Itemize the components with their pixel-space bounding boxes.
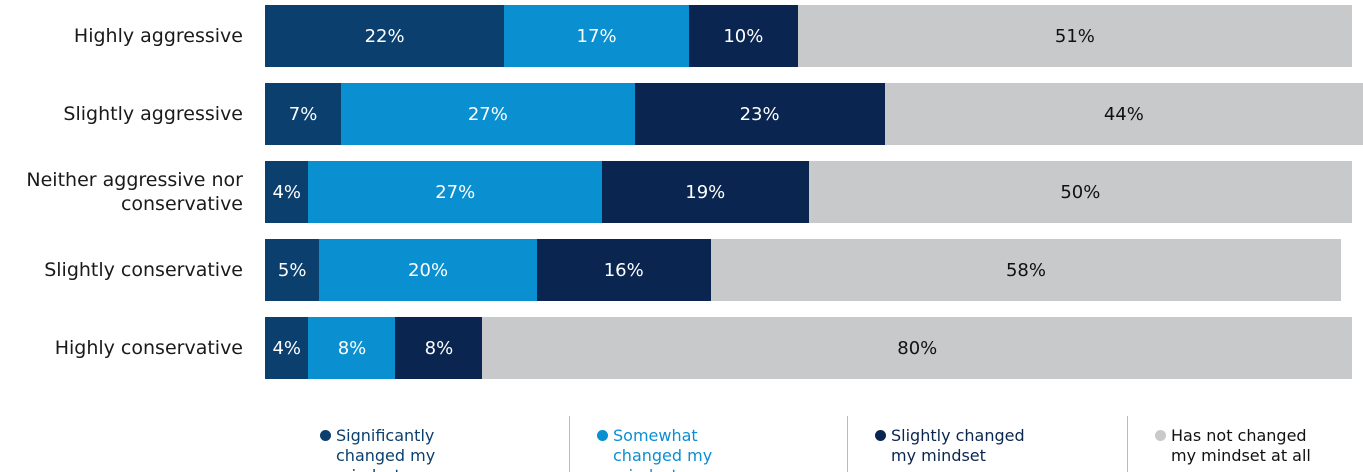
bar-segment: 8% bbox=[308, 317, 396, 379]
data-label: 23% bbox=[739, 103, 780, 125]
bar-segment: 10% bbox=[688, 5, 798, 67]
bar-segment: 80% bbox=[482, 317, 1353, 379]
bar-segment: 8% bbox=[395, 317, 483, 379]
data-label: 10% bbox=[723, 25, 764, 47]
legend-label: Significantly changed my mindset bbox=[336, 426, 436, 472]
bar-segment: 5% bbox=[265, 239, 320, 301]
bar-segment: 4% bbox=[265, 161, 309, 223]
data-label: 22% bbox=[364, 25, 405, 47]
data-label: 4% bbox=[272, 181, 302, 203]
bar-segment: 51% bbox=[797, 5, 1353, 67]
data-label: 80% bbox=[897, 337, 938, 359]
legend-separator bbox=[847, 416, 848, 472]
data-label: 8% bbox=[424, 337, 454, 359]
legend-swatch bbox=[875, 430, 886, 441]
data-label: 20% bbox=[408, 259, 449, 281]
data-label: 44% bbox=[1103, 103, 1144, 125]
legend-label: Slightly changed my mindset bbox=[891, 426, 1025, 465]
bar-segment: 19% bbox=[602, 161, 809, 223]
bar-segment: 22% bbox=[265, 5, 505, 67]
legend-separator bbox=[569, 416, 570, 472]
data-label: 16% bbox=[603, 259, 644, 281]
bar-segment: 23% bbox=[634, 83, 885, 145]
legend-item: Slightly changed my mindset bbox=[875, 426, 1025, 466]
category-label: Highly conservative bbox=[54, 337, 243, 359]
bar-segment: 20% bbox=[319, 239, 537, 301]
bar-segment: 4% bbox=[265, 317, 309, 379]
data-label: 4% bbox=[272, 337, 302, 359]
data-label: 8% bbox=[337, 337, 367, 359]
bar-segment: 7% bbox=[265, 83, 342, 145]
bar-segment: 27% bbox=[308, 161, 602, 223]
data-label: 17% bbox=[576, 25, 617, 47]
category-label: Slightly aggressive bbox=[63, 103, 243, 125]
bar-segment: 17% bbox=[504, 5, 689, 67]
category-label: Highly aggressive bbox=[73, 25, 243, 47]
category-label: Slightly conservative bbox=[44, 259, 243, 281]
data-label: 19% bbox=[685, 181, 726, 203]
data-label: 27% bbox=[435, 181, 476, 203]
legend-swatch bbox=[597, 430, 608, 441]
bar-segment: 58% bbox=[710, 239, 1342, 301]
legend-item: Has not changed my mindset at all bbox=[1155, 426, 1335, 466]
data-label: 27% bbox=[467, 103, 508, 125]
category-label: Neither aggressive nor conservative bbox=[26, 169, 243, 215]
legend-swatch bbox=[320, 430, 331, 441]
legend-item: Somewhat changed my mindset bbox=[597, 426, 747, 472]
data-label: 5% bbox=[277, 259, 307, 281]
data-label: 58% bbox=[1005, 259, 1046, 281]
data-label: 7% bbox=[288, 103, 318, 125]
legend-separator bbox=[1127, 416, 1128, 472]
bar-segment: 16% bbox=[536, 239, 711, 301]
bar-segment: 27% bbox=[341, 83, 635, 145]
data-label: 50% bbox=[1060, 181, 1101, 203]
data-label: 51% bbox=[1054, 25, 1095, 47]
bar-segment: 50% bbox=[808, 161, 1353, 223]
legend-label: Somewhat changed my mindset bbox=[613, 426, 713, 472]
legend-label: Has not changed my mindset at all bbox=[1171, 426, 1311, 465]
bar-segment: 44% bbox=[884, 83, 1363, 145]
legend-swatch bbox=[1155, 430, 1166, 441]
legend-item: Significantly changed my mindset bbox=[320, 426, 470, 472]
